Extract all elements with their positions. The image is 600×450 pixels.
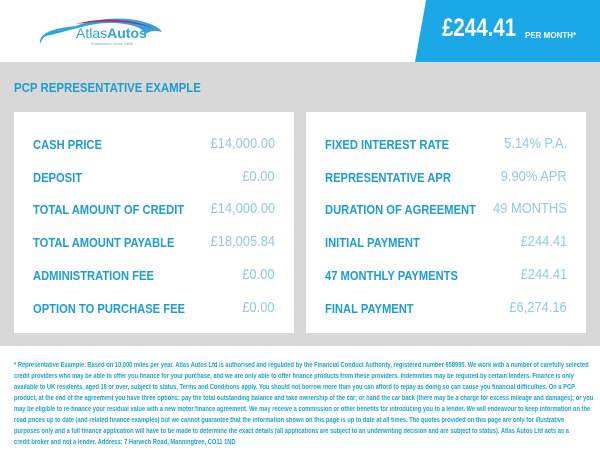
disclaimer-line: credit providers who may be able to offe… [14, 373, 574, 380]
finance-value: £0.00 [242, 167, 275, 185]
per-month-label: PER MONTH* [525, 31, 577, 40]
finance-value: 9.90% APR [501, 167, 567, 185]
finance-label: CASH PRICE [33, 137, 102, 152]
finance-value: 49 MONTHS [493, 200, 567, 218]
finance-row: OPTION TO PURCHASE FEE £0.00 [33, 298, 275, 319]
finance-row: FIXED INTEREST RATE 5.14% P.A. [325, 135, 567, 155]
finance-value: £14,000.00 [210, 200, 275, 218]
disclaimer-line: credit broker and not a lender. Address:… [14, 439, 236, 446]
disclaimer-line: may be eligible to re-finance your resid… [14, 406, 591, 413]
disclaimer: * Representative Example. Based on 10,00… [14, 360, 600, 448]
finance-row: DURATION OF AGREEMENT 49 MONTHS [325, 200, 567, 220]
disclaimer-line: product, at the end of the agreement you… [14, 395, 594, 402]
finance-value: £14,000.00 [210, 135, 275, 152]
finance-row: DEPOSIT £0.00 [33, 167, 275, 188]
finance-row: ADMINISTRATION FEE £0.00 [33, 265, 275, 286]
finance-value: £0.00 [242, 265, 275, 283]
atlas-autos-logo[interactable]: AtlasAutos Established Since 1986 [36, 14, 166, 48]
disclaimer-line: road prices up to date (and related fina… [14, 417, 565, 424]
finance-row: REPRESENTATIVE APR 9.90% APR [325, 167, 567, 188]
finance-value: £0.00 [242, 298, 275, 316]
section-title: PCP REPRESENTATIVE EXAMPLE [14, 80, 201, 95]
finance-label: TOTAL AMOUNT PAYABLE [33, 235, 175, 251]
disclaimer-line: purposes only and a full finance applica… [14, 428, 569, 435]
svg-text:Established Since 1986: Established Since 1986 [91, 41, 134, 46]
disclaimer-line: * Representative Example. Based on 10,00… [14, 362, 589, 369]
finance-label: TOTAL AMOUNT OF CREDIT [33, 202, 185, 218]
finance-row: FINAL PAYMENT £6,274.16 [325, 298, 567, 319]
finance-label: DURATION OF AGREEMENT [325, 202, 476, 218]
disclaimer-line: available to UK residents, aged 18 or ov… [14, 384, 575, 391]
finance-value: £244.41 [520, 233, 567, 251]
finance-value: 5.14% P.A. [504, 135, 567, 152]
finance-value: £18,005.84 [210, 233, 275, 251]
finance-label: FIXED INTEREST RATE [325, 137, 450, 152]
finance-card-right: FIXED INTEREST RATE 5.14% P.A. REPRESENTAT… [306, 112, 586, 333]
finance-card-left: CASH PRICE £14,000.00 DEPOSIT £0.00 TOTAL AM… [14, 112, 294, 333]
finance-label: 47 MONTHLY PAYMENTS [325, 267, 458, 283]
finance-value: £244.41 [520, 265, 567, 283]
monthly-price-banner [415, 0, 600, 62]
finance-label: FINAL PAYMENT [325, 300, 414, 316]
finance-label: DEPOSIT [33, 169, 83, 185]
finance-label: INITIAL PAYMENT [325, 235, 420, 251]
finance-row: CASH PRICE £14,000.00 [33, 135, 275, 155]
finance-label: OPTION TO PURCHASE FEE [33, 300, 185, 316]
finance-row: INITIAL PAYMENT £244.41 [325, 233, 567, 253]
header: AtlasAutos Established Since 1986 £244.4… [0, 0, 600, 62]
finance-row: TOTAL AMOUNT PAYABLE £18,005.84 [33, 233, 275, 253]
finance-row: 47 MONTHLY PAYMENTS £244.41 [325, 265, 567, 286]
finance-row: TOTAL AMOUNT OF CREDIT £14,000.00 [33, 200, 275, 220]
svg-text:AtlasAutos: AtlasAutos [76, 25, 147, 41]
finance-label: REPRESENTATIVE APR [325, 169, 451, 185]
finance-value: £6,274.16 [509, 298, 567, 316]
monthly-price: £244.41 [442, 14, 517, 42]
car-swoosh-icon: AtlasAutos Established Since 1986 [39, 18, 162, 46]
finance-label: ADMINISTRATION FEE [33, 267, 154, 283]
